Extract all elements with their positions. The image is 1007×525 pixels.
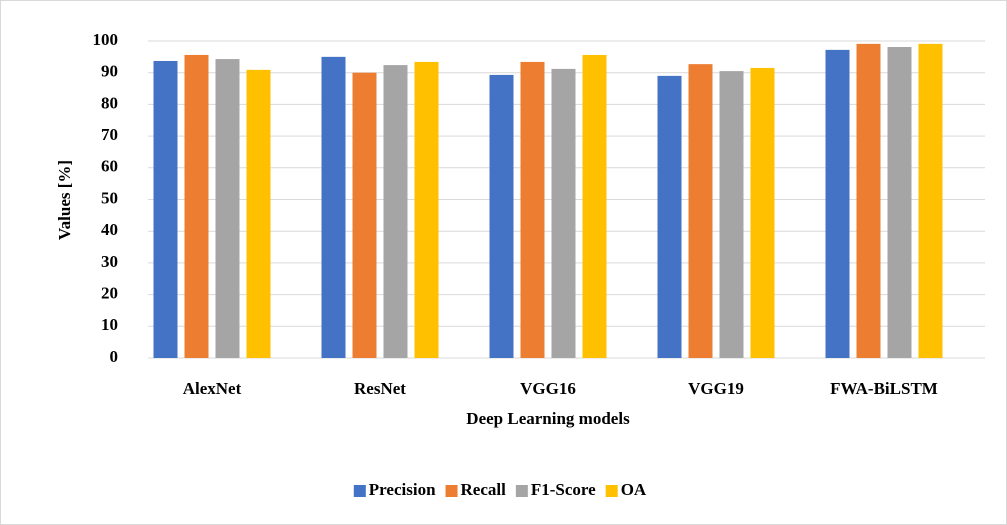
legend-swatch (445, 485, 458, 497)
y-tick-label: 70 (101, 125, 118, 144)
y-tick-label: 50 (101, 188, 118, 207)
y-axis-title: Values [%] (55, 160, 74, 240)
bar (352, 72, 377, 358)
legend-swatch (515, 485, 528, 497)
legend-swatch (605, 485, 618, 497)
bar (414, 61, 439, 359)
y-tick-label: 60 (101, 157, 118, 176)
bar (246, 69, 271, 359)
bar (657, 75, 682, 359)
bar (551, 68, 576, 359)
x-axis-title: Deep Learning models (466, 409, 630, 428)
bar (918, 43, 943, 359)
y-tick-label: 100 (93, 30, 119, 49)
legend-label: Precision (369, 480, 436, 499)
y-tick-label: 40 (101, 220, 118, 239)
y-tick-label: 80 (101, 93, 118, 112)
x-tick-label: VGG19 (688, 379, 744, 398)
bar (887, 47, 912, 358)
bar (321, 56, 346, 358)
y-tick-label: 10 (101, 315, 118, 334)
y-tick-label: 30 (101, 252, 118, 271)
bar (489, 74, 514, 358)
x-tick-label: AlexNet (183, 379, 242, 398)
bar (153, 60, 178, 358)
bar (383, 65, 408, 358)
legend-label: OA (621, 480, 647, 499)
x-tick-label: VGG16 (520, 379, 576, 398)
bar (825, 49, 850, 358)
x-tick-label: ResNet (354, 379, 406, 398)
bar (520, 61, 545, 359)
legend-swatch (353, 485, 366, 497)
bar (688, 64, 713, 359)
legend-label: Recall (461, 480, 507, 499)
bar (184, 54, 209, 359)
x-tick-label: FWA-BiLSTM (830, 379, 938, 398)
bar (719, 71, 744, 359)
y-tick-label: 90 (101, 62, 118, 81)
bar (750, 67, 775, 358)
legend-label: F1-Score (531, 480, 596, 499)
y-tick-label: 0 (110, 347, 119, 366)
bar (582, 54, 607, 359)
bar (856, 43, 881, 359)
bar (215, 59, 240, 358)
y-tick-label: 20 (101, 284, 118, 303)
